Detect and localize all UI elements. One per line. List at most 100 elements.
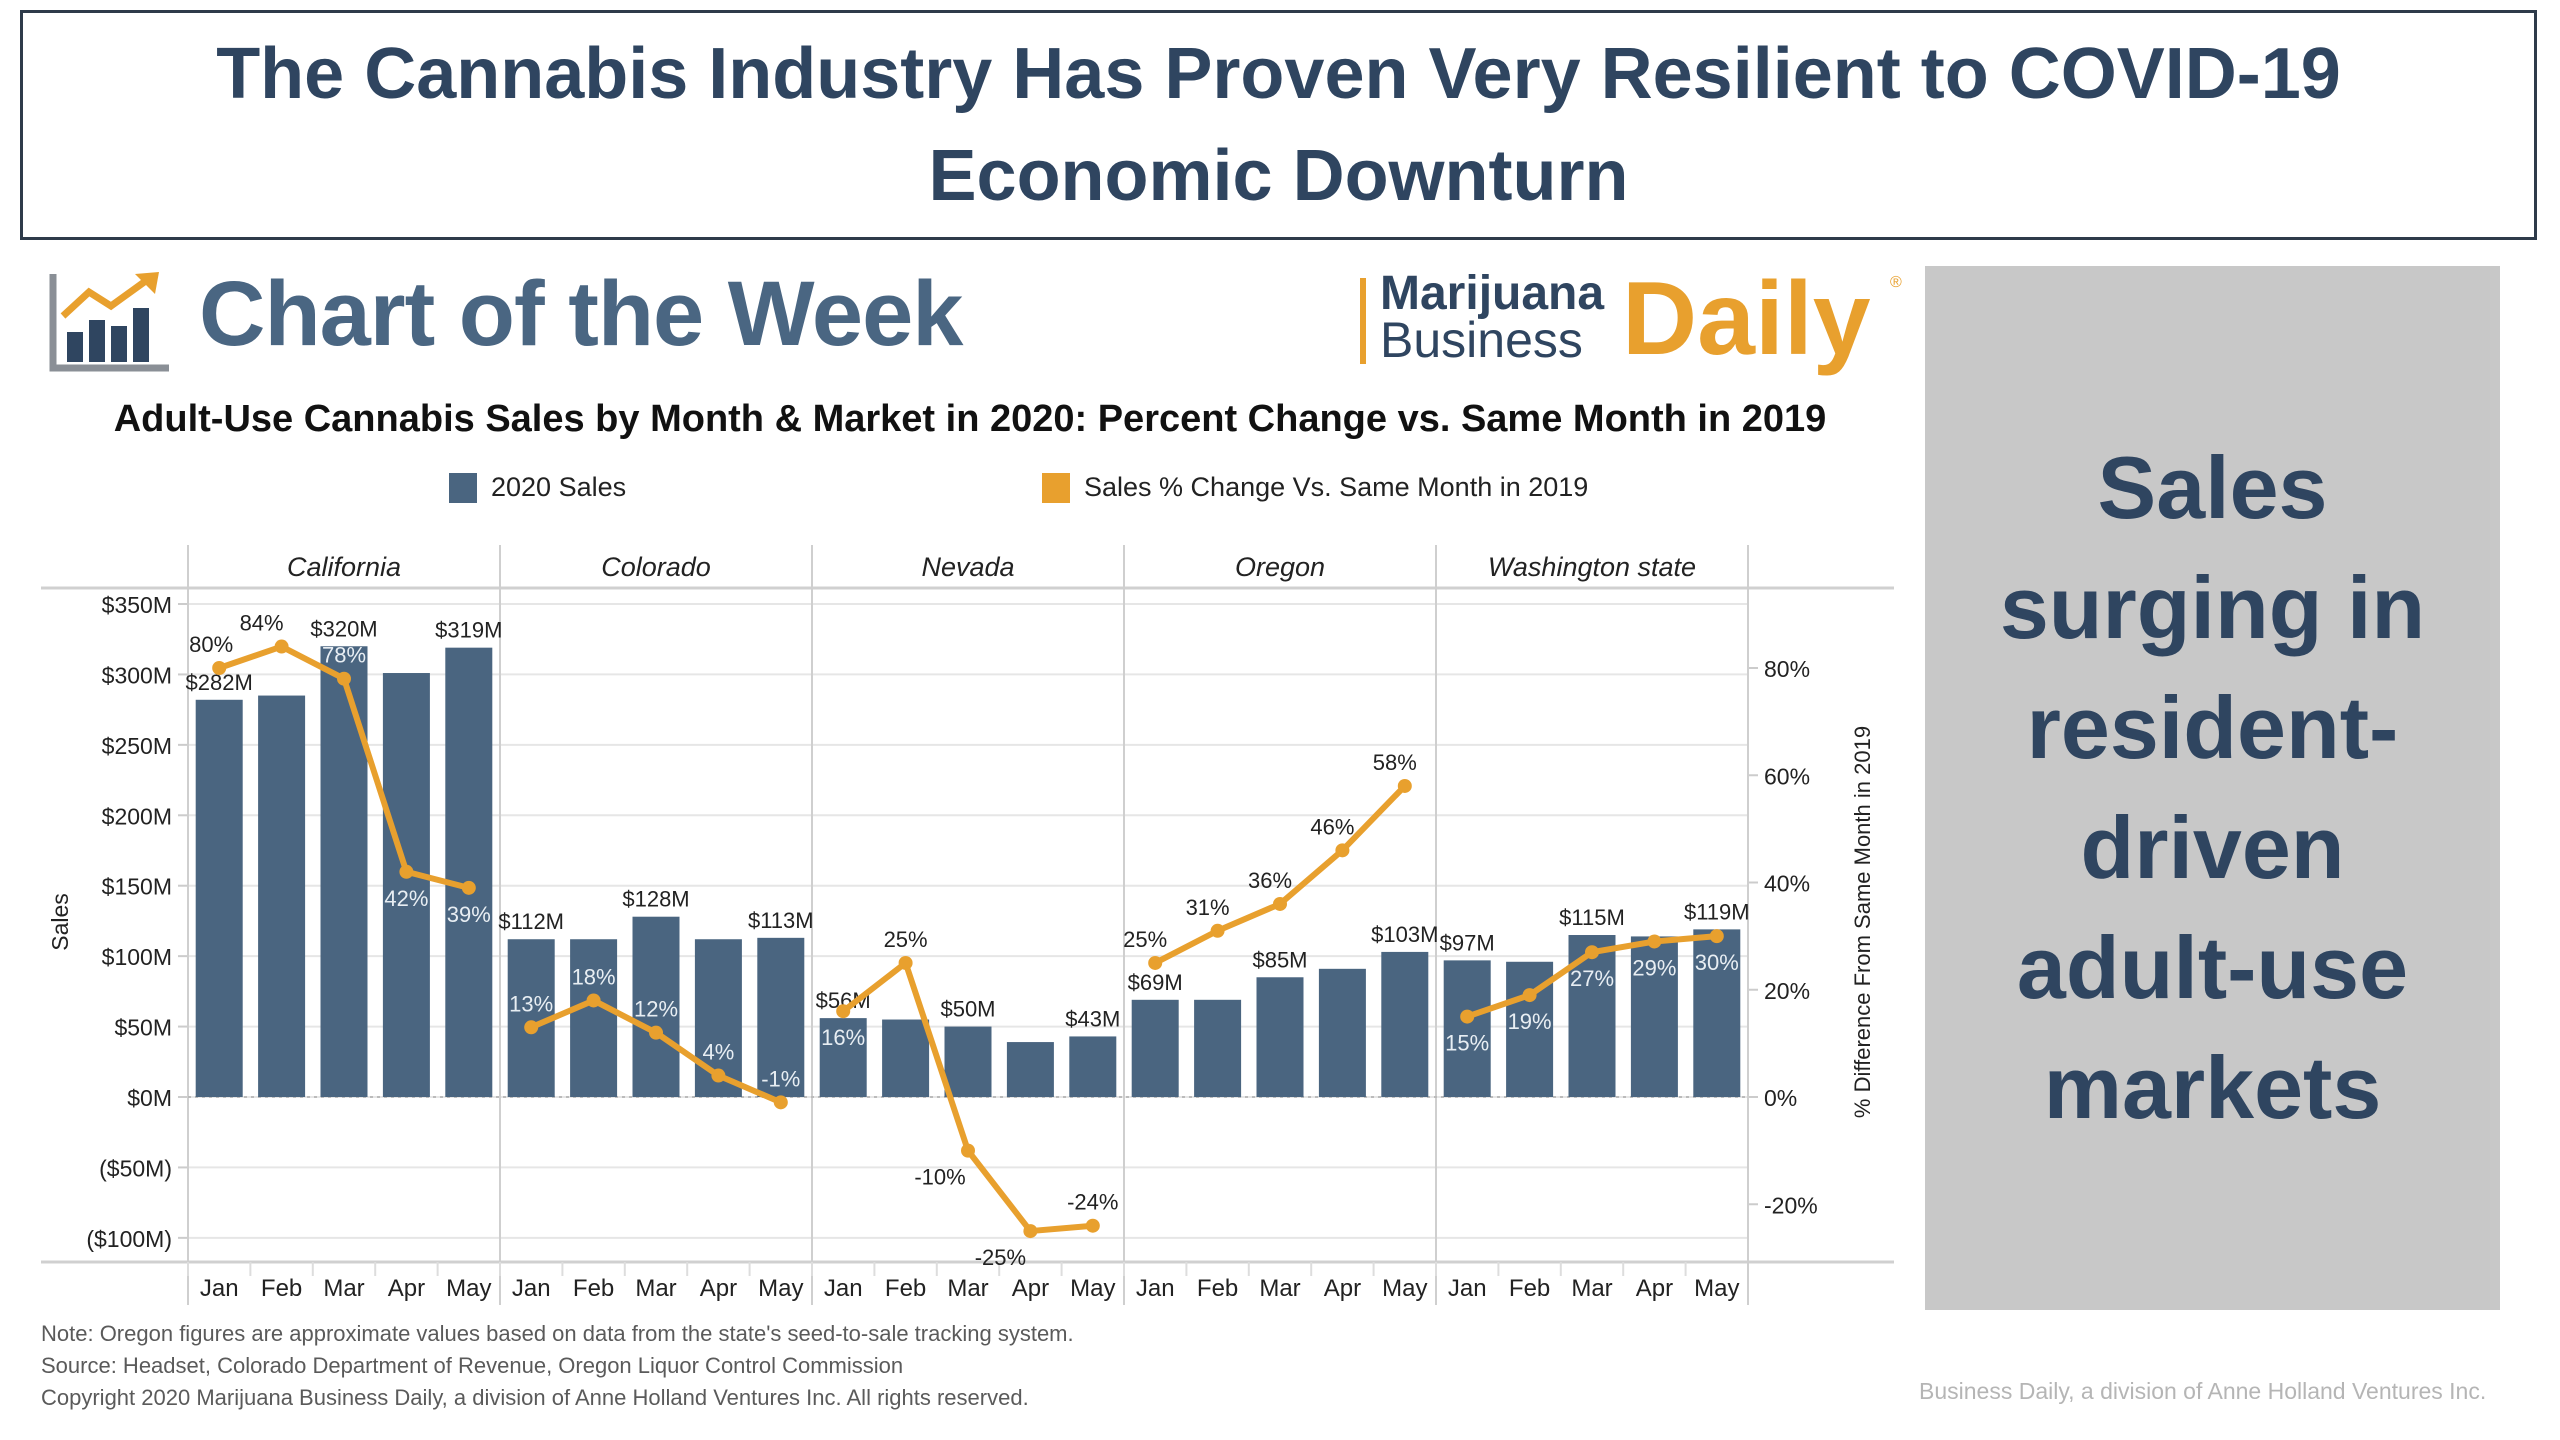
y-tick-label: $300M <box>102 662 172 688</box>
title-box: The Cannabis Industry Has Proven Very Re… <box>20 10 2537 240</box>
month-label: May <box>1694 1275 1739 1302</box>
logo-line1: Marijuana <box>1380 267 1605 320</box>
page-title: The Cannabis Industry Has Proven Very Re… <box>216 34 2341 216</box>
pct-value-label: 25% <box>1123 927 1167 952</box>
month-label: Apr <box>1012 1275 1049 1302</box>
sales-value-label: $319M <box>435 618 502 643</box>
month-label: Feb <box>261 1275 302 1302</box>
y2-tick-label: 60% <box>1764 763 1810 789</box>
pct-value-label: 39% <box>447 902 491 927</box>
pct-point <box>274 639 289 654</box>
combo-chart: $350M $300M $250M $200M $150M $100M $50M $0M ($5… <box>41 545 1894 1305</box>
pct-value-label: 80% <box>189 632 233 657</box>
month-label: May <box>1382 1275 1427 1302</box>
logo-mark: ® <box>1890 274 1902 291</box>
pct-point <box>337 671 351 686</box>
legend-item-pct: Sales % Change Vs. Same Month in 2019 <box>1042 472 1588 503</box>
footer-watermark: Business Daily, a division of Anne Holla… <box>1919 1378 2487 1404</box>
pct-point <box>1273 896 1287 911</box>
pct-value-label: 84% <box>240 611 284 636</box>
month-label: Mar <box>1571 1275 1612 1302</box>
pct-value-label: 15% <box>1445 1031 1489 1056</box>
sales-bar <box>1693 929 1741 1097</box>
pct-point <box>524 1020 539 1035</box>
month-label: Jan <box>200 1275 239 1302</box>
month-label: Apr <box>388 1275 425 1302</box>
month-label: Mar <box>1259 1275 1300 1302</box>
footer-source: Source: Headset, Colorado Department of … <box>41 1353 904 1378</box>
sales-bar <box>1630 936 1678 1097</box>
market-header: Colorado <box>601 552 711 582</box>
pct-point <box>711 1068 726 1083</box>
y-tick-label: $0M <box>127 1085 172 1111</box>
sales-value-label: $119M <box>1684 899 1750 924</box>
legend-label: 2020 Sales <box>491 472 627 502</box>
pct-value-label: -10% <box>914 1165 965 1190</box>
pct-value-label: 36% <box>1248 868 1292 893</box>
y2-tick-label: -20% <box>1764 1192 1818 1218</box>
pct-point <box>1585 945 1599 960</box>
pct-value-label: 46% <box>1310 814 1354 839</box>
sales-value-label: $103M <box>1371 922 1438 947</box>
sales-value-label: $115M <box>1559 905 1625 930</box>
chart-title: Adult-Use Cannabis Sales by Month & Mark… <box>113 398 1827 440</box>
month-label: Apr <box>1324 1275 1361 1302</box>
pct-point <box>1709 929 1724 944</box>
y-tick-label: $200M <box>102 803 172 829</box>
pct-point <box>961 1143 975 1158</box>
month-label: Apr <box>1636 1275 1673 1302</box>
pct-point <box>1335 843 1350 858</box>
pct-value-label: 25% <box>884 927 928 952</box>
footer-note: Note: Oregon figures are approximate val… <box>41 1321 1074 1346</box>
sales-value-label: $97M <box>1440 930 1495 955</box>
sales-value-label: $320M <box>310 616 377 641</box>
pct-value-label: -1% <box>761 1066 800 1091</box>
footer-copyright: Copyright 2020 Marijuana Business Daily,… <box>41 1385 1029 1410</box>
pct-value-label: 4% <box>703 1040 735 1065</box>
sales-bar <box>882 1019 930 1097</box>
sales-value-label: $69M <box>1128 970 1183 995</box>
sales-value-label: $128M <box>622 887 689 912</box>
pct-value-label: 18% <box>572 964 616 989</box>
month-label: Apr <box>700 1275 737 1302</box>
pct-point <box>1085 1218 1100 1233</box>
sales-bar <box>570 939 618 1097</box>
sales-bar <box>320 646 368 1097</box>
market-header: California <box>287 552 401 582</box>
side-callout: Sales surging in resident-driven adult-u… <box>1925 266 2500 1310</box>
month-label: May <box>446 1275 491 1302</box>
bar-chart-trend-icon <box>49 272 169 372</box>
sales-bar <box>445 647 493 1097</box>
sales-bar <box>1069 1036 1117 1097</box>
pct-point <box>1397 778 1412 793</box>
y2-tick-label: 80% <box>1764 656 1810 682</box>
pct-point <box>1647 934 1662 949</box>
pct-value-label: 42% <box>384 886 428 911</box>
legend-swatch-bar <box>449 472 477 503</box>
y-tick-label: $50M <box>114 1015 172 1041</box>
y-tick-label: $350M <box>102 592 172 618</box>
sales-value-label: $43M <box>1065 1006 1120 1031</box>
y2-tick-label: 20% <box>1764 978 1810 1004</box>
pct-point <box>1522 988 1537 1003</box>
pct-value-label: 13% <box>509 991 553 1016</box>
pct-point <box>1210 923 1225 938</box>
pct-value-label: 19% <box>1508 1009 1552 1034</box>
sales-bar <box>819 1018 867 1097</box>
pct-point <box>461 880 476 895</box>
pct-point <box>212 661 227 675</box>
chart-of-the-week-heading: Chart of the Week <box>199 263 963 365</box>
legend-label: Sales % Change Vs. Same Month in 2019 <box>1084 472 1589 502</box>
month-label: Mar <box>323 1275 364 1302</box>
market-header: Oregon <box>1235 552 1325 582</box>
y-tick-label: $150M <box>102 874 172 900</box>
sales-bar <box>1443 960 1491 1097</box>
market-header: Nevada <box>921 552 1014 582</box>
month-label: Jan <box>1136 1275 1175 1302</box>
month-label: Jan <box>824 1275 863 1302</box>
pct-value-label: -25% <box>975 1245 1026 1270</box>
legend-item-sales: 2020 Sales <box>449 472 626 503</box>
sales-bar <box>382 673 430 1097</box>
pct-point <box>399 864 414 879</box>
marijuana-business-daily-logo: Marijuana Business Daily ® <box>1360 264 1920 380</box>
